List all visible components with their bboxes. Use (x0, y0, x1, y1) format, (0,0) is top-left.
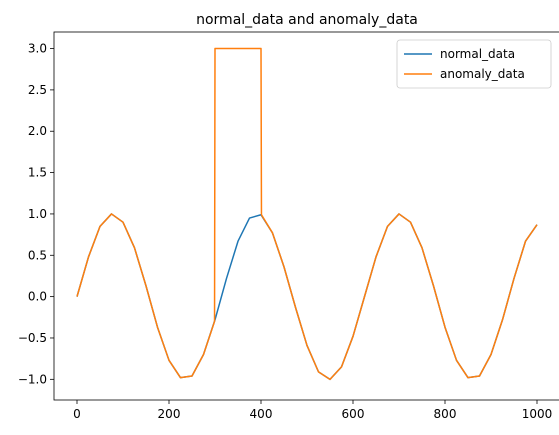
y-tick-label: 0.5 (28, 248, 47, 262)
x-tick-label: 200 (158, 407, 181, 421)
series-layer (76, 47, 538, 381)
legend-box (396, 39, 552, 89)
series-line-anomaly-data (76, 47, 538, 381)
legend-label: normal_data (440, 47, 515, 61)
y-tick-label: 0.0 (28, 290, 47, 304)
y-axis: −1.0 −0.5 0.0 0.5 1.0 1.5 2.0 2.5 3.0 (18, 42, 54, 386)
y-tick-label: −0.5 (18, 331, 47, 345)
y-tick-label: 3.0 (28, 42, 47, 56)
x-tick-label: 400 (250, 407, 273, 421)
legend: normal_data anomaly_data (396, 39, 552, 89)
x-tick-label: 600 (342, 407, 365, 421)
chart-title: normal_data and anomaly_data (196, 12, 418, 28)
x-tick-label: 0 (73, 407, 81, 421)
legend-label: anomaly_data (440, 67, 525, 81)
series-line-normal-data (76, 213, 538, 381)
plot-frame (53, 31, 559, 401)
y-tick-label: 1.5 (28, 166, 47, 180)
y-tick-label: 2.5 (28, 83, 47, 97)
x-axis: 0 200 400 600 800 1000 (73, 400, 552, 421)
y-tick-label: −1.0 (18, 372, 47, 386)
y-tick-label: 2.0 (28, 124, 47, 138)
x-tick-label: 1000 (522, 407, 553, 421)
x-tick-label: 800 (434, 407, 457, 421)
y-tick-label: 1.0 (28, 207, 47, 221)
